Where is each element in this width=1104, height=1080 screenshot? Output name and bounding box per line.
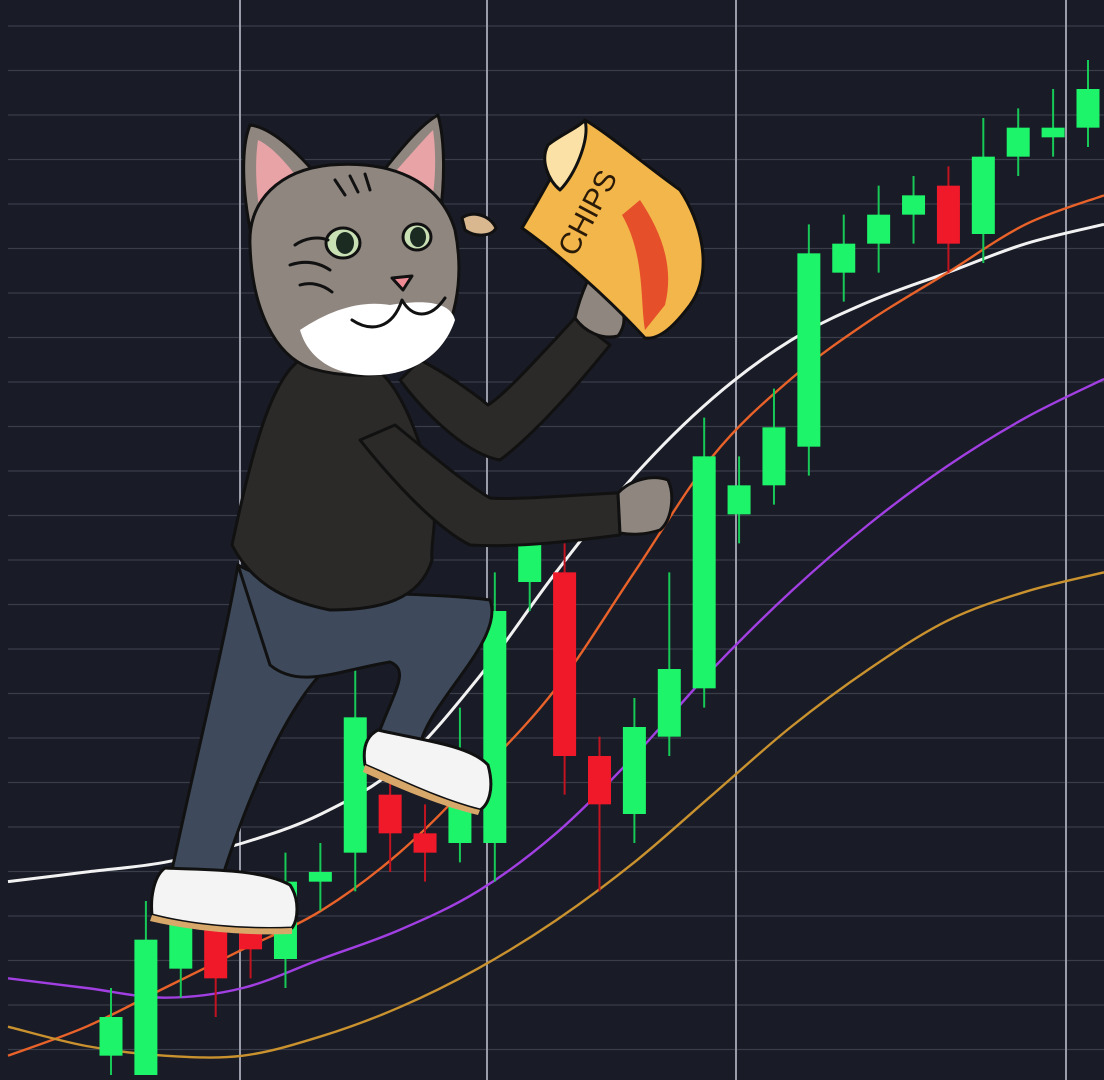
candle-body-bullish bbox=[902, 195, 926, 215]
moving-average-line bbox=[7, 377, 1104, 999]
cat-left-pupil bbox=[336, 232, 354, 254]
candle-body-bullish bbox=[762, 427, 786, 486]
candle-body-bearish bbox=[413, 833, 437, 853]
candle-body-bullish bbox=[1076, 89, 1100, 128]
candlesticks bbox=[99, 60, 1100, 1075]
candle-body-bearish bbox=[936, 185, 960, 244]
candle-body-bullish bbox=[483, 611, 507, 843]
candle-body-bullish bbox=[134, 939, 158, 1075]
candle-body-bullish bbox=[1041, 127, 1065, 138]
cat-back-shoe-sole bbox=[150, 915, 292, 935]
candle-body-bearish bbox=[588, 756, 611, 805]
candle-body-bullish bbox=[832, 243, 856, 273]
candle-body-bullish bbox=[343, 717, 367, 853]
candle-body-bearish bbox=[553, 572, 577, 756]
chips-bag-opening bbox=[543, 118, 588, 192]
cat-lower-arm bbox=[358, 423, 622, 548]
cat-raised-arm bbox=[398, 316, 612, 462]
candle-body-bullish bbox=[797, 253, 821, 447]
chips-bag-stripe bbox=[622, 200, 669, 330]
candle-body-bullish bbox=[99, 1017, 123, 1056]
cat-nose bbox=[390, 274, 414, 292]
cat-smile bbox=[350, 296, 447, 329]
candle-body-bullish bbox=[1006, 127, 1030, 157]
cat-hand-rope bbox=[616, 476, 674, 536]
cat-front-shoe-sole bbox=[363, 765, 480, 815]
cat-right-ear-inner bbox=[395, 130, 436, 200]
flying-chip bbox=[460, 212, 498, 237]
cat-right-pupil bbox=[410, 227, 426, 247]
candle-body-bullish bbox=[971, 156, 995, 234]
candle-body-bearish bbox=[378, 794, 402, 834]
cat-stripes bbox=[288, 172, 372, 294]
candle-body-bullish bbox=[308, 872, 332, 882]
cat-muzzle bbox=[300, 302, 455, 376]
candle-body-bullish bbox=[692, 456, 716, 689]
moving-average-line bbox=[7, 571, 1104, 1059]
candle-body-bearish bbox=[204, 920, 228, 979]
candle-body-bullish bbox=[727, 485, 751, 515]
candle-body-bullish bbox=[518, 543, 542, 582]
candle-body-bullish bbox=[657, 669, 681, 737]
candle-body-bullish bbox=[867, 214, 891, 244]
cat-character: CHIPS bbox=[150, 113, 705, 935]
candle-body-bullish bbox=[622, 727, 646, 814]
